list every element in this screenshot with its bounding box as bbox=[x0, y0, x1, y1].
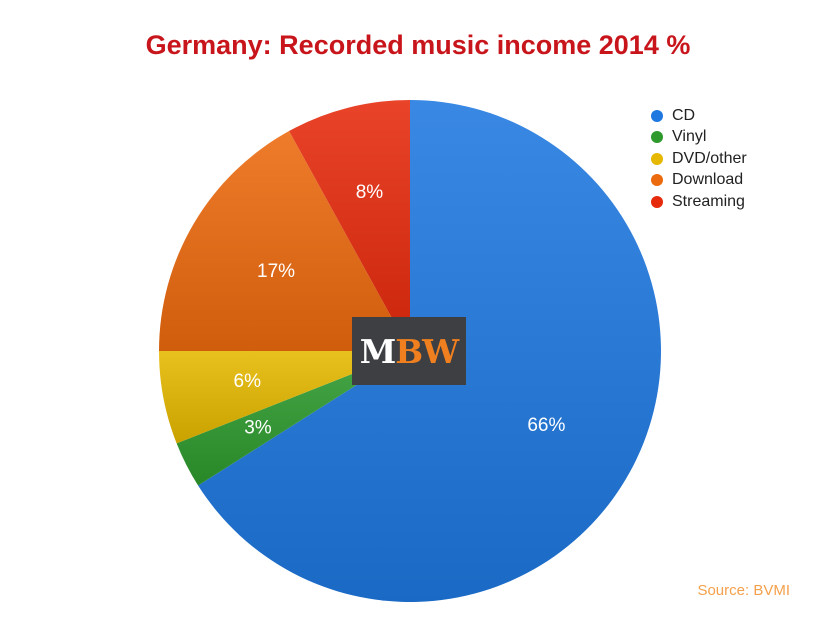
pie-slice-streaming bbox=[289, 100, 410, 351]
legend-item: CD bbox=[651, 105, 747, 127]
logo-bw: BW bbox=[395, 331, 459, 371]
legend-label: CD bbox=[672, 106, 696, 124]
legend-label: Streaming bbox=[672, 192, 745, 210]
legend-item: Download bbox=[651, 170, 747, 192]
legend-item: Vinyl bbox=[651, 127, 747, 149]
slice-label-cd: 66% bbox=[527, 415, 565, 436]
pie-slice-vinyl bbox=[176, 351, 410, 486]
slice-label-dvd-other: 6% bbox=[234, 371, 262, 392]
mbw-logo: M BW bbox=[352, 317, 466, 385]
legend-swatch bbox=[651, 174, 663, 187]
logo-m: M bbox=[359, 331, 397, 371]
legend-label: Vinyl bbox=[672, 128, 707, 146]
legend-label: Download bbox=[672, 171, 744, 189]
legend-swatch bbox=[651, 109, 663, 122]
legend-item: Streaming bbox=[651, 191, 747, 213]
source-note: Source: BVMI bbox=[697, 582, 790, 599]
slice-label-download: 17% bbox=[257, 261, 295, 282]
legend-swatch bbox=[651, 152, 663, 165]
pie-slice-dvd-other bbox=[159, 351, 410, 444]
legend-label: DVD/other bbox=[672, 149, 747, 167]
legend: CD Vinyl DVD/other Download Streaming bbox=[651, 105, 747, 213]
legend-swatch bbox=[651, 195, 663, 208]
slice-label-vinyl: 3% bbox=[244, 418, 272, 439]
legend-swatch bbox=[651, 131, 663, 144]
pie-slice-download bbox=[159, 131, 410, 351]
chart-title: Germany: Recorded music income 2014 % bbox=[145, 30, 691, 60]
legend-item: DVD/other bbox=[651, 148, 747, 170]
slice-label-streaming: 8% bbox=[356, 182, 384, 203]
